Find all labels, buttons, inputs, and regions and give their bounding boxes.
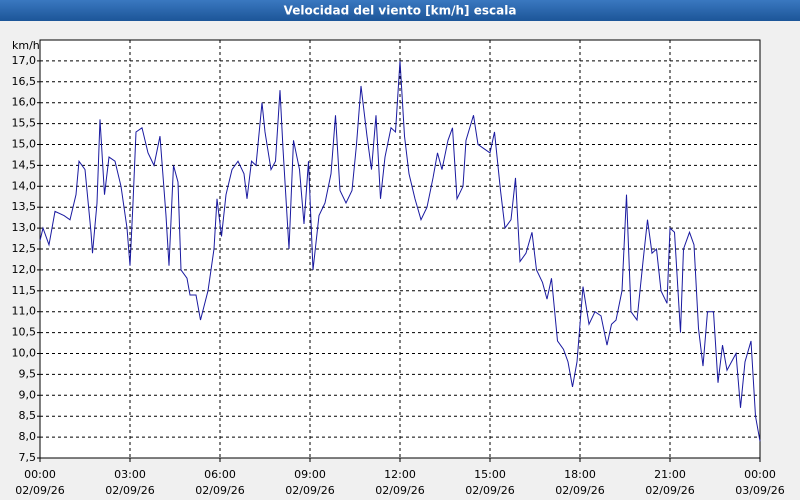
x-tick-date: 02/09/26 (15, 484, 64, 497)
y-tick-label: 16,5 (12, 75, 37, 88)
y-tick-label: 12,0 (12, 263, 37, 276)
y-tick-label: 7,5 (19, 451, 37, 464)
y-tick-label: 16,0 (12, 96, 37, 109)
x-tick-label: 18:00 (564, 468, 596, 481)
y-tick-label: 14,5 (12, 158, 37, 171)
y-tick-label: 17,0 (12, 54, 37, 67)
y-tick-label: 8,0 (19, 430, 37, 443)
chart-title: Velocidad del viento [km/h] escala (284, 4, 517, 18)
x-tick-label: 12:00 (384, 468, 416, 481)
y-tick-label: 8,5 (19, 409, 37, 422)
x-tick-date: 03/09/26 (735, 484, 784, 497)
x-tick-label: 00:00 (24, 468, 56, 481)
x-tick-date: 02/09/26 (555, 484, 604, 497)
y-tick-label: 10,5 (12, 326, 37, 339)
y-tick-label: 9,0 (19, 388, 37, 401)
x-tick-date: 02/09/26 (465, 484, 514, 497)
y-tick-label: 13,5 (12, 200, 37, 213)
y-tick-label: 15,5 (12, 117, 37, 130)
y-tick-label: 9,5 (19, 367, 37, 380)
y-tick-label: 11,5 (12, 284, 37, 297)
data-line (39, 60, 761, 442)
x-tick-date: 02/09/26 (285, 484, 334, 497)
y-tick-label: 11,0 (12, 305, 37, 318)
x-tick-label: 15:00 (474, 468, 506, 481)
title-bar (0, 0, 800, 21)
y-tick-label: 15,0 (12, 138, 37, 151)
x-tick-label: 21:00 (654, 468, 686, 481)
x-tick-date: 02/09/26 (645, 484, 694, 497)
y-tick-label: 14,0 (12, 179, 37, 192)
y-tick-label: 10,0 (12, 347, 37, 360)
x-tick-date: 02/09/26 (375, 484, 424, 497)
x-tick-date: 02/09/26 (195, 484, 244, 497)
x-tick-label: 03:00 (114, 468, 146, 481)
x-tick-label: 00:00 (744, 468, 776, 481)
x-tick-date: 02/09/26 (105, 484, 154, 497)
y-tick-label: 13,0 (12, 221, 37, 234)
y-axis-label: km/h (12, 39, 40, 52)
x-tick-label: 06:00 (204, 468, 236, 481)
y-tick-label: 12,5 (12, 242, 37, 255)
x-tick-label: 09:00 (294, 468, 326, 481)
